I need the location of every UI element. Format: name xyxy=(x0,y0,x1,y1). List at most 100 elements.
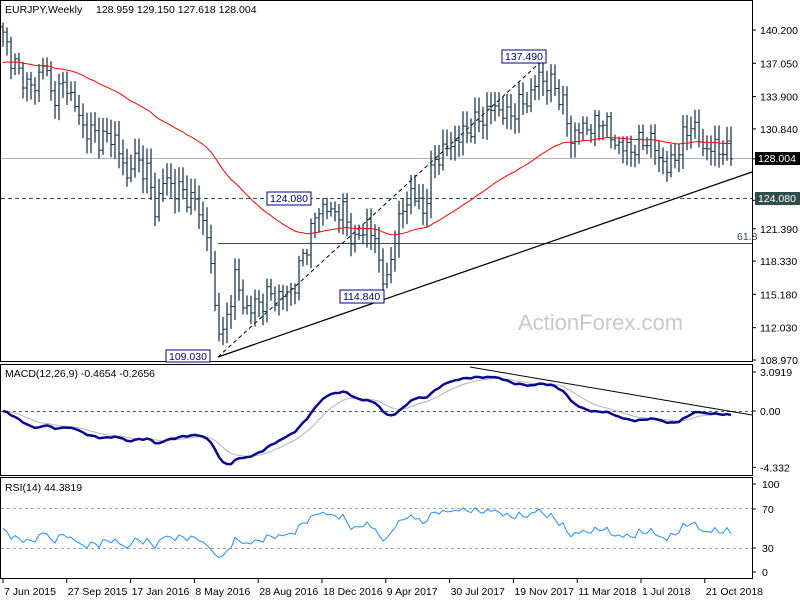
macd-trendline[interactable] xyxy=(469,366,753,416)
price-bar xyxy=(477,97,481,133)
price-tick-label: 108.970 xyxy=(760,355,798,367)
price-bar xyxy=(673,143,677,169)
price-bar xyxy=(465,111,469,144)
price-bar xyxy=(685,114,689,151)
price-bar xyxy=(205,207,209,252)
price-bar xyxy=(597,110,601,141)
price-bar xyxy=(173,168,177,214)
price-bar xyxy=(1,22,5,47)
price-tick-label: 118.330 xyxy=(760,256,797,268)
price-bar xyxy=(381,248,385,293)
price-bar xyxy=(201,201,205,236)
price-bar xyxy=(345,192,349,237)
price-tick-label: 121.390 xyxy=(760,224,798,236)
price-bar xyxy=(109,119,113,158)
price-bar xyxy=(553,64,557,97)
price-bar xyxy=(225,302,229,344)
price-bar xyxy=(161,168,165,202)
fib-label: 61.8 xyxy=(737,231,758,243)
time-tick-label: 11 Mar 2018 xyxy=(578,586,636,598)
price-bar xyxy=(557,79,561,111)
price-bar xyxy=(29,71,33,100)
price-bar xyxy=(85,112,89,154)
price-bar xyxy=(149,148,153,201)
price-bar xyxy=(621,136,625,164)
price-bar xyxy=(25,72,29,102)
svg-text:109.030: 109.030 xyxy=(169,351,207,363)
svg-text:124.080: 124.080 xyxy=(270,193,308,205)
price-bar xyxy=(9,36,13,80)
price-bar xyxy=(545,70,549,105)
price-bar xyxy=(309,218,313,269)
price-bar xyxy=(45,57,49,77)
price-bar xyxy=(329,201,333,217)
price-bar xyxy=(281,284,285,311)
price-bar xyxy=(145,148,149,194)
time-tick-label: 19 Nov 2017 xyxy=(514,586,574,598)
chart-title: EURJPY,Weekly xyxy=(5,4,83,16)
svg-text:124.080: 124.080 xyxy=(758,193,796,205)
price-bar xyxy=(449,131,453,161)
price-bar xyxy=(37,64,41,103)
rsi-title: RSI(14) 44.3819 xyxy=(5,482,82,494)
macd-tick-label: 0.00 xyxy=(760,406,781,418)
rsi-panel-frame xyxy=(0,477,753,579)
price-bar xyxy=(429,150,433,219)
price-bar xyxy=(601,120,605,141)
price-bar xyxy=(525,91,529,114)
price-bar xyxy=(177,167,181,212)
price-bar xyxy=(441,129,445,171)
price-bar xyxy=(549,64,553,103)
price-bar xyxy=(669,144,673,178)
macd-panel-frame xyxy=(0,364,753,476)
price-bar xyxy=(249,295,253,324)
time-tick-label: 17 Jan 2016 xyxy=(132,586,190,598)
price-bar xyxy=(61,71,65,98)
price-bar xyxy=(69,81,73,102)
label-high: 137.490 xyxy=(501,49,547,64)
price-bar xyxy=(245,295,249,315)
price-bar xyxy=(229,294,233,330)
price-bar xyxy=(625,136,629,166)
rising-trendline[interactable] xyxy=(217,171,753,358)
price-bar xyxy=(337,203,341,233)
price-bar xyxy=(285,285,289,312)
price-bar xyxy=(361,224,365,245)
price-bar xyxy=(261,293,265,326)
price-bar xyxy=(717,125,721,168)
price-bar xyxy=(221,316,225,346)
price-tick-label: 133.900 xyxy=(760,92,798,104)
price-bar xyxy=(17,52,21,75)
price-tick-label: 115.180 xyxy=(760,289,797,301)
price-bar xyxy=(57,73,61,121)
price-bar xyxy=(333,201,337,222)
price-bar xyxy=(573,122,577,158)
price-bar xyxy=(197,185,201,230)
dashed-trendline[interactable] xyxy=(217,57,546,358)
price-bar xyxy=(485,92,489,140)
rsi-tick-label: 100 xyxy=(762,479,780,491)
price-bar xyxy=(209,224,213,274)
price-bar xyxy=(453,125,457,161)
price-bar xyxy=(269,278,273,301)
price-bar xyxy=(641,124,645,151)
price-bar xyxy=(393,230,397,272)
price-bar xyxy=(705,135,709,161)
price-bar xyxy=(461,111,465,156)
price-bar xyxy=(537,61,541,100)
price-bar xyxy=(593,109,597,147)
price-bar xyxy=(317,208,321,233)
price-bar xyxy=(141,145,145,194)
price-bar xyxy=(665,150,669,182)
label-pivot-low: 114.840 xyxy=(339,289,385,304)
price-bar xyxy=(509,93,513,130)
price-bar xyxy=(129,154,133,183)
price-bar xyxy=(153,172,157,227)
price-bar xyxy=(313,212,317,239)
time-tick-label: 27 Sep 2015 xyxy=(68,586,128,598)
price-bar xyxy=(481,106,485,139)
ohlc-values: 128.959 129.150 127.618 128.004 xyxy=(96,4,257,16)
price-bar xyxy=(5,27,9,56)
svg-text:114.840: 114.840 xyxy=(343,291,380,303)
price-bar xyxy=(629,135,633,167)
